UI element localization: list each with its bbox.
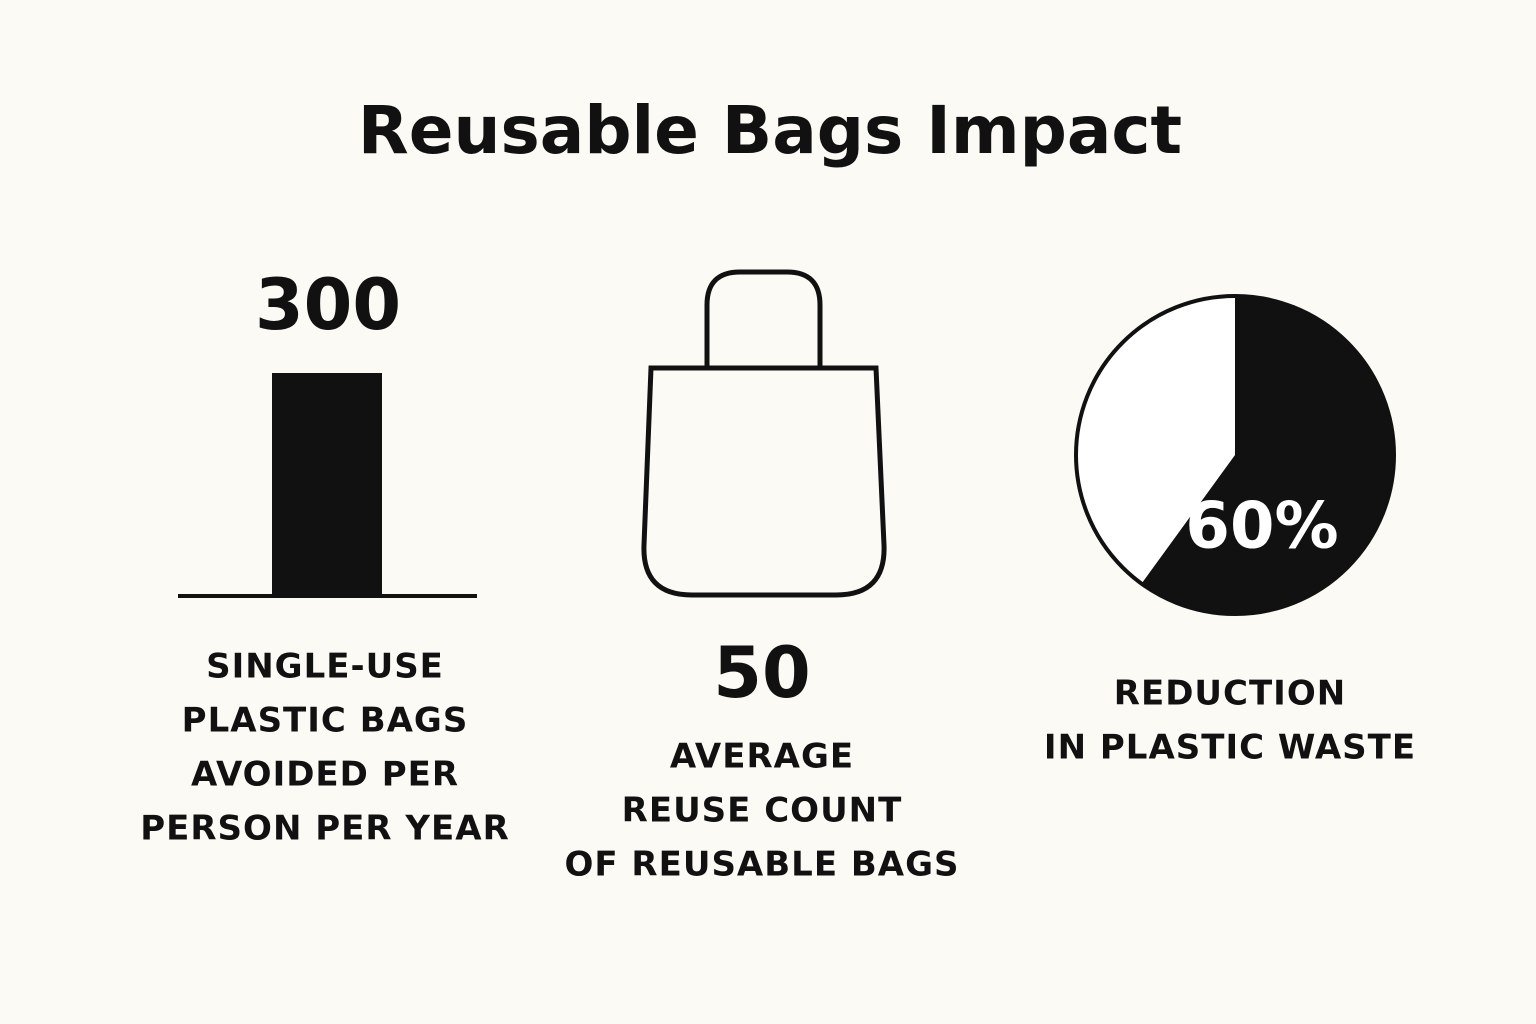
label-line: IN PLASTIC WASTE [1044, 728, 1416, 768]
bag-handle [704, 269, 823, 368]
stat-value: 60% [1185, 490, 1338, 564]
bar-icon [272, 373, 382, 596]
label-line: PERSON PER YEAR [140, 809, 510, 849]
label-line: PLASTIC BAGS [182, 701, 469, 741]
stat-label: SINGLE-USE PLASTIC BAGS AVOIDED PER PERSON … [140, 647, 510, 849]
label-line: REUSE COUNT [622, 791, 903, 831]
label-line: OF REUSABLE BAGS [564, 845, 959, 885]
stat-value: 300 [255, 264, 401, 346]
stat-value: 50 [713, 632, 810, 714]
label-line: SINGLE-USE [206, 647, 444, 687]
stat-label: REDUCTION IN PLASTIC WASTE [1044, 674, 1416, 768]
label-line: AVOIDED PER [191, 755, 459, 795]
bag-icon [641, 365, 887, 598]
label-line: AVERAGE [670, 737, 854, 777]
label-line: REDUCTION [1114, 674, 1346, 714]
pie-slice [1141, 296, 1395, 615]
title: Reusable Bags Impact [358, 92, 1182, 169]
stat-label: AVERAGE REUSE COUNT OF REUSABLE BAGS [564, 737, 959, 885]
